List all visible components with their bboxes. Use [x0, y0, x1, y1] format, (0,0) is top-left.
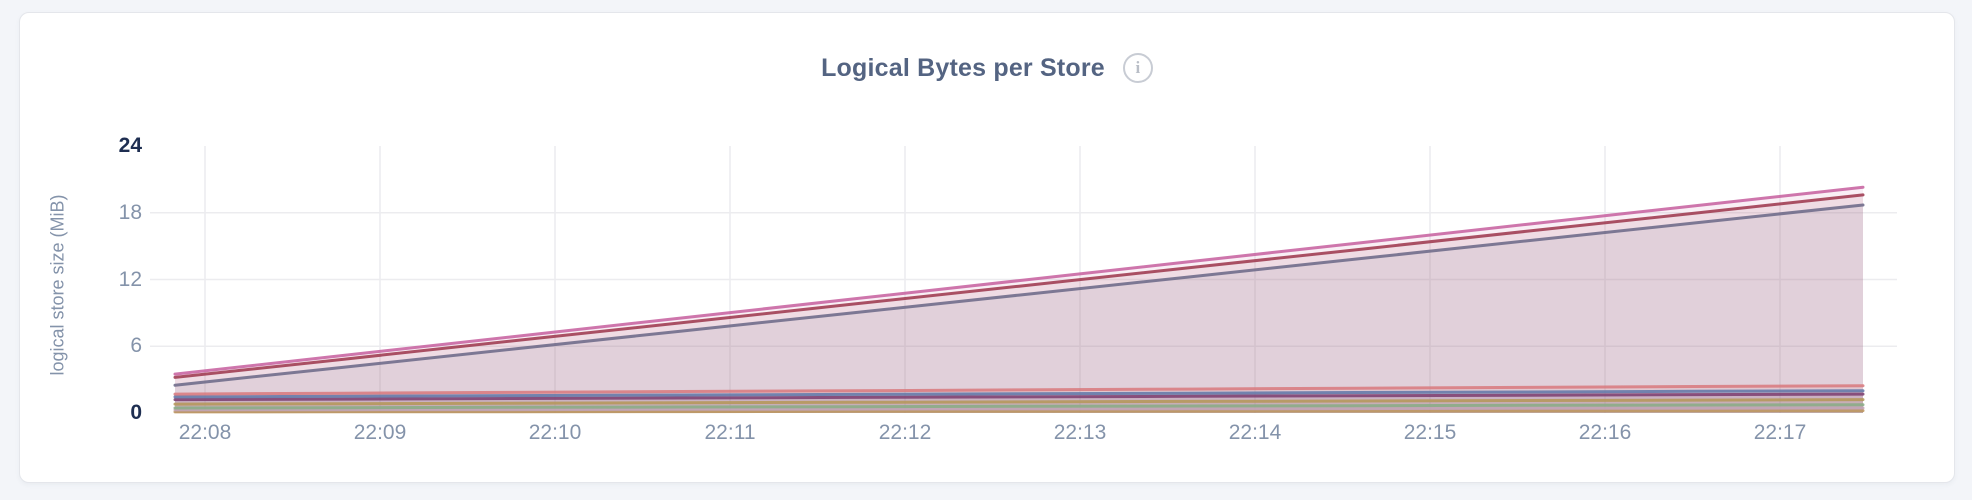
chart-card: Logical Bytes per Store i [19, 12, 1955, 483]
x-tick-label: 22:09 [353, 421, 407, 444]
x-tick-label: 22:13 [1053, 421, 1107, 444]
x-tick-label: 22:15 [1403, 421, 1457, 444]
y-tick-label: 0 [130, 401, 142, 424]
y-tick-label: 12 [118, 267, 142, 291]
info-icon[interactable]: i [1122, 53, 1153, 83]
chart-header: Logical Bytes per Store i [20, 53, 1954, 83]
x-tick-label: 22:14 [1228, 421, 1282, 444]
chart-title: Logical Bytes per Store [821, 53, 1105, 82]
y-tick-label: 18 [118, 200, 142, 224]
y-tick-label: 6 [130, 334, 142, 358]
info-icon-glyph: i [1135, 58, 1141, 77]
x-tick-label: 22:11 [704, 421, 756, 444]
x-tick-label: 22:12 [878, 421, 932, 444]
x-tick-label: 22:16 [1578, 421, 1632, 444]
x-tick-label: 22:08 [178, 421, 232, 444]
x-tick-label: 22:17 [1753, 421, 1807, 444]
x-tick-label: 22:10 [528, 421, 582, 444]
y-tick-label: 24 [118, 134, 142, 157]
